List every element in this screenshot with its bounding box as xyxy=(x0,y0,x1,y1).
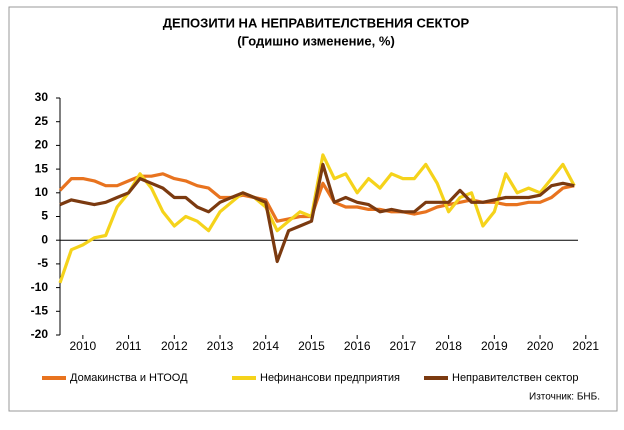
legend-label: Нефинансови предприятия xyxy=(260,372,400,384)
x-tick-label: 2020 xyxy=(527,339,554,353)
legend-label: Неправителствен сектор xyxy=(452,372,579,384)
x-tick-label: 2018 xyxy=(435,339,462,353)
x-tick-label: 2017 xyxy=(390,339,417,353)
source-note: Източник: БНБ. xyxy=(529,392,600,403)
legend-label: Домакинства и НТООД xyxy=(70,372,188,384)
x-tick-label: 2011 xyxy=(116,339,142,353)
y-tick-label: 25 xyxy=(35,114,49,128)
x-tick-label: 2021 xyxy=(572,339,599,353)
series-line xyxy=(59,162,575,264)
x-tick-label: 2016 xyxy=(344,339,371,353)
x-tick-label: 2012 xyxy=(161,339,188,353)
y-tick-label: 20 xyxy=(35,138,49,152)
x-tick-label: 2019 xyxy=(481,339,508,353)
x-tick-label: 2010 xyxy=(70,339,97,353)
y-tick-label: -5 xyxy=(37,256,48,270)
y-tick-label: -20 xyxy=(31,327,49,341)
x-tick-label: 2014 xyxy=(252,339,279,353)
y-tick-label: 5 xyxy=(41,209,48,223)
y-tick-label: -10 xyxy=(31,280,49,294)
y-tick-label: 0 xyxy=(41,232,48,246)
x-tick-label: 2013 xyxy=(207,339,234,353)
chart-title: ДЕПОЗИТИ НА НЕПРАВИТЕЛСТВЕНИЯ СЕКТОР xyxy=(163,15,470,30)
x-tick-label: 2015 xyxy=(298,339,325,353)
chart-subtitle: (Годишно изменение, %) xyxy=(237,33,395,48)
y-tick-label: -15 xyxy=(31,303,49,317)
y-tick-label: 15 xyxy=(35,161,49,175)
y-tick-label: 10 xyxy=(35,185,49,199)
y-tick-label: 30 xyxy=(35,90,49,104)
